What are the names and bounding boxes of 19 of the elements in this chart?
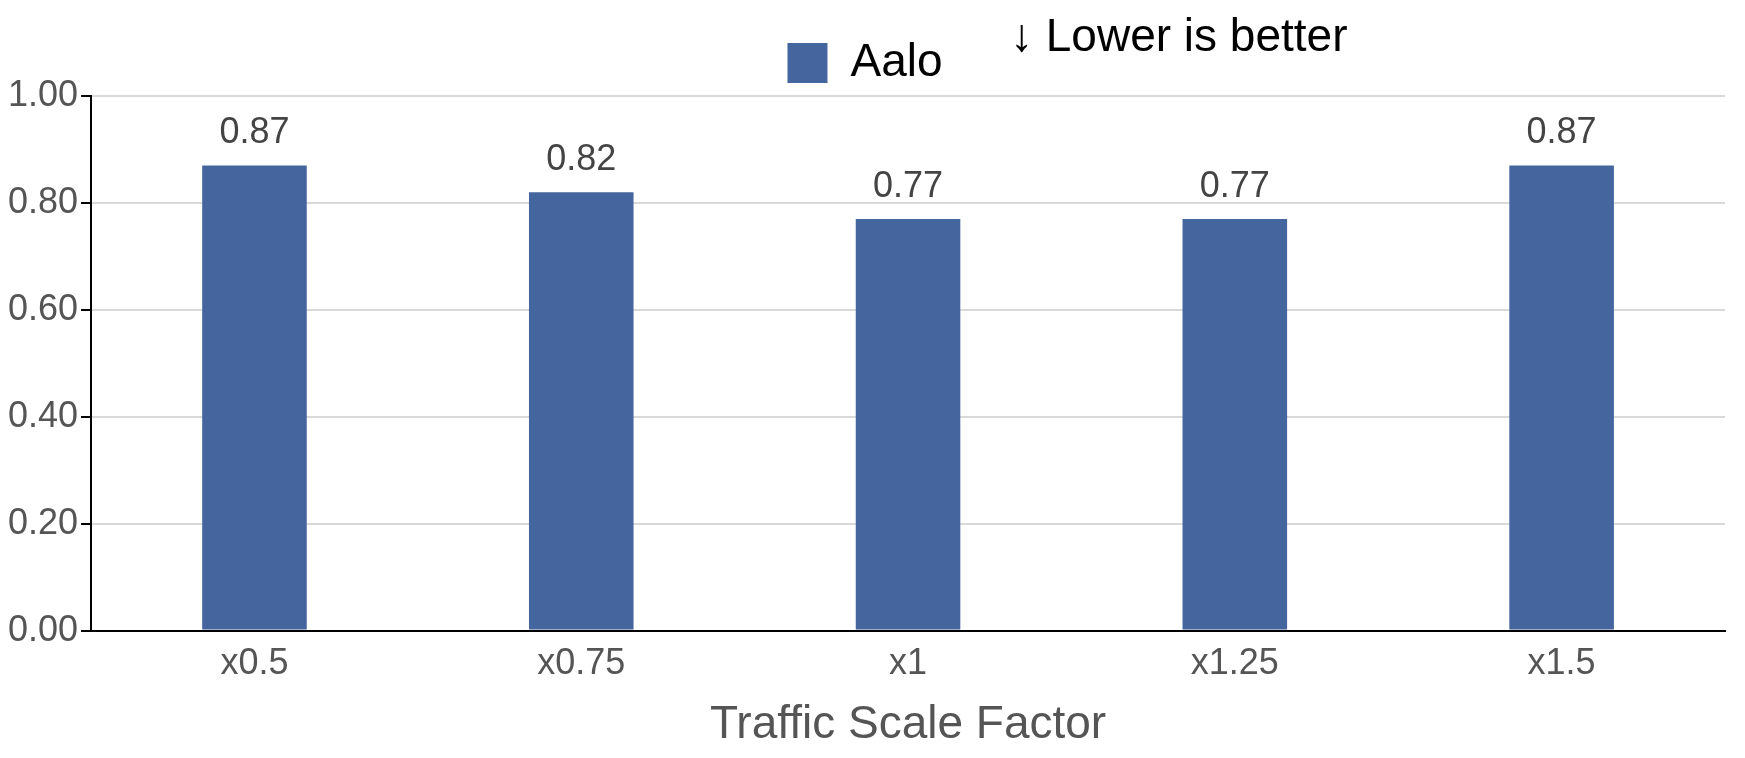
data-label: 0.82 — [546, 137, 617, 179]
data-label: 0.77 — [872, 163, 944, 205]
data-label: 0.87 — [219, 110, 290, 152]
y-tick-label: 0.60 — [7, 286, 79, 328]
y-tick-label: 0.20 — [7, 500, 79, 542]
x-axis-title: Traffic Scale Factor — [709, 696, 1107, 749]
y-tick-label: 0.80 — [7, 179, 79, 221]
text: ↓ Lower is better — [1010, 8, 1348, 62]
x-tick-label: x1 — [889, 641, 928, 683]
legend-label: Aalo — [850, 33, 943, 86]
data-label: 0.77 — [1199, 163, 1270, 205]
x-tick-label: x1.25 — [1190, 641, 1279, 683]
y-tick-label: 0.40 — [7, 393, 79, 435]
x-tick-label: x1.5 — [1527, 641, 1596, 683]
y-tick-label: 1.00 — [7, 72, 79, 114]
x-tick-label: x0.75 — [537, 641, 626, 683]
x-tick-label: x0.5 — [220, 641, 289, 683]
data-label: 0.87 — [1526, 110, 1597, 152]
y-tick-label: 0.00 — [7, 607, 79, 649]
